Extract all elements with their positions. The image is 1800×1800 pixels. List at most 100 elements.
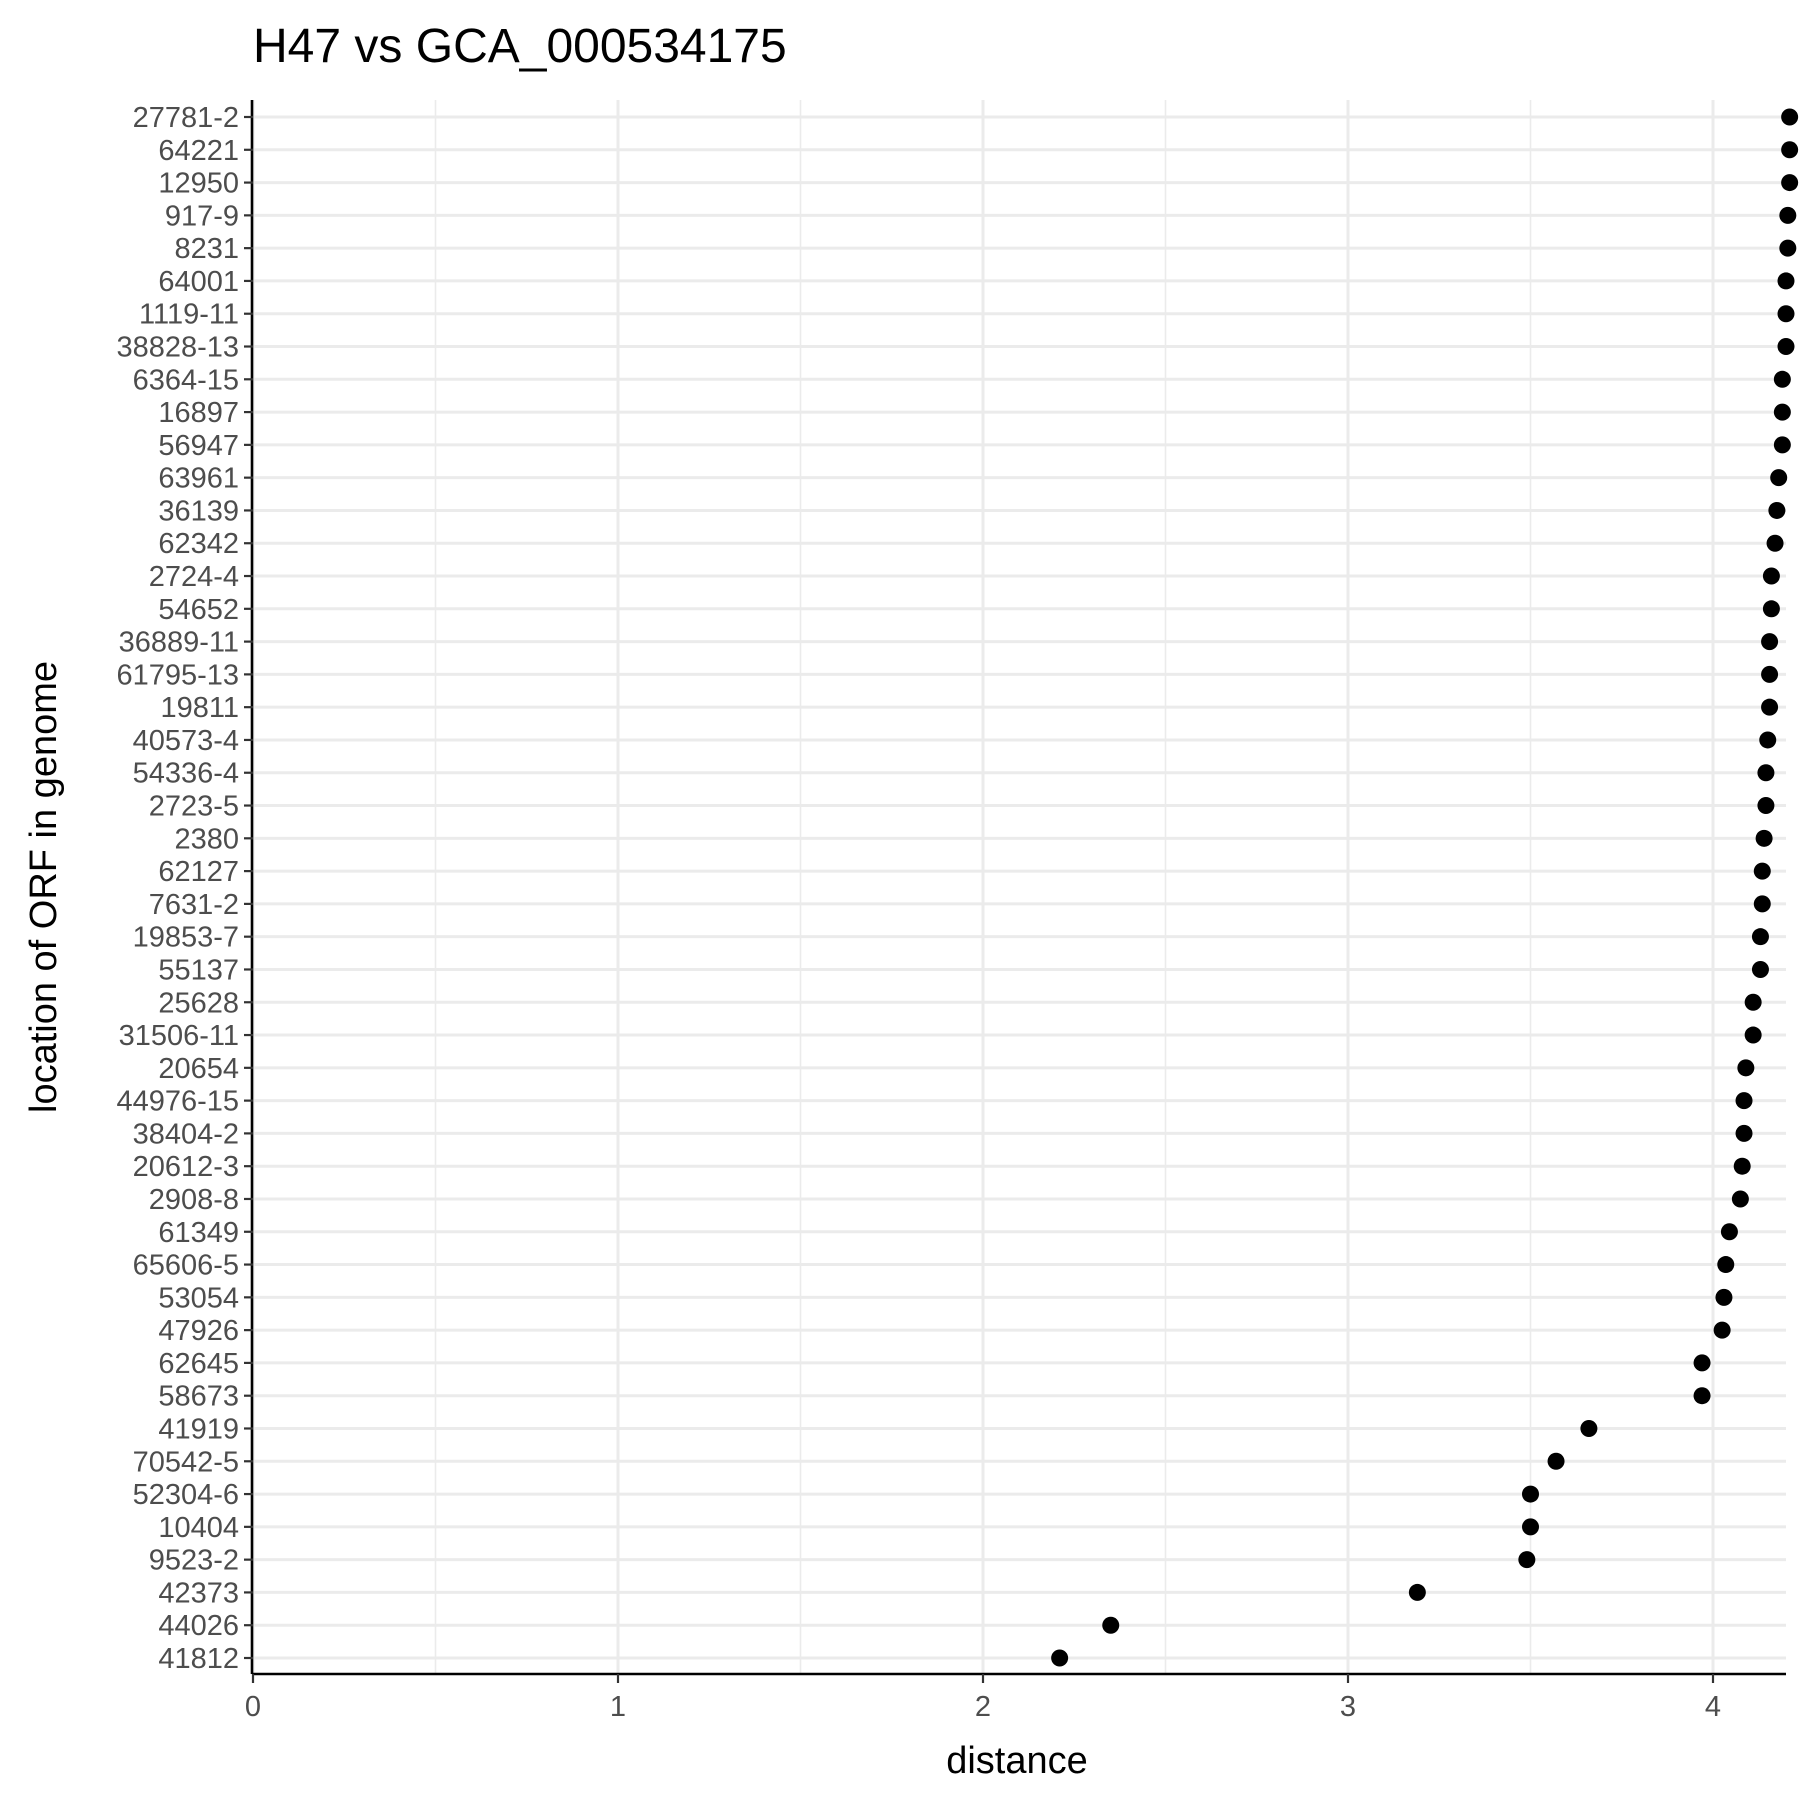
data-point: [1731, 1190, 1749, 1208]
y-tick-label: 52304-6: [133, 1479, 239, 1511]
y-tick-label: 41919: [158, 1413, 239, 1445]
y-tick-label: 38828-13: [116, 332, 239, 364]
y-tick-label: 53054: [158, 1282, 239, 1314]
y-tick-label: 64221: [158, 135, 239, 167]
y-tick-label: 61349: [158, 1217, 239, 1249]
data-point: [1744, 993, 1762, 1011]
y-tick-label: 27781-2: [133, 102, 239, 134]
y-tick-label: 20612-3: [133, 1151, 239, 1183]
y-tick-label: 7631-2: [149, 889, 239, 921]
data-point: [1762, 600, 1780, 618]
x-tick-layer: 0 1 2 3 4: [245, 1674, 1721, 1723]
x-tick-label: 2: [975, 1691, 991, 1723]
y-axis-title: location of ORF in genome: [23, 661, 65, 1113]
data-point: [1757, 797, 1775, 815]
data-point: [1779, 239, 1797, 257]
data-point: [1713, 1321, 1731, 1339]
y-tick-label: 19853-7: [133, 922, 239, 954]
y-tick-label: 63961: [158, 463, 239, 495]
y-tick-label: 36139: [158, 495, 239, 527]
y-tick-label: 44976-15: [116, 1086, 239, 1118]
y-tick-label: 54336-4: [133, 758, 239, 790]
x-axis-title: distance: [946, 1740, 1088, 1782]
data-point: [1773, 403, 1791, 421]
data-point: [1757, 764, 1775, 782]
y-tick-label: 36889-11: [119, 627, 239, 659]
points-layer: [1051, 108, 1799, 1667]
data-point: [1522, 1518, 1539, 1536]
data-point: [1580, 1419, 1598, 1437]
data-point: [1735, 1092, 1753, 1110]
y-tick-label: 10404: [158, 1512, 239, 1544]
data-point: [1779, 206, 1797, 224]
y-tick-label: 62645: [158, 1348, 239, 1380]
data-point: [1773, 436, 1791, 454]
data-point: [1762, 567, 1780, 585]
data-point: [1051, 1649, 1069, 1667]
y-tick-label: 19811: [161, 692, 240, 724]
data-point: [1761, 665, 1779, 683]
x-tick-label: 1: [610, 1691, 626, 1723]
x-tick-label: 4: [1705, 1691, 1721, 1723]
data-point: [1102, 1616, 1120, 1634]
data-point: [1751, 960, 1769, 978]
y-tick-label: 42373: [158, 1577, 239, 1609]
y-tick-layer: 27781-26422112950917-98231640011119-1138…: [116, 102, 253, 1675]
y-tick-label: 25628: [158, 987, 239, 1019]
y-tick-label: 65606-5: [133, 1250, 239, 1282]
data-point: [1777, 272, 1795, 290]
y-tick-label: 31506-11: [119, 1020, 239, 1052]
x-tick-label: 3: [1340, 1691, 1356, 1723]
y-tick-label: 16897: [158, 397, 239, 429]
y-tick-label: 12950: [158, 168, 239, 200]
y-tick-label: 44026: [158, 1610, 239, 1642]
data-point: [1751, 928, 1769, 946]
data-point: [1717, 1256, 1735, 1274]
data-point: [1761, 698, 1779, 716]
data-point: [1773, 370, 1791, 388]
y-tick-label: 41812: [158, 1643, 239, 1675]
y-tick-label: 47926: [158, 1315, 239, 1347]
data-point: [1781, 141, 1799, 159]
data-point: [1753, 862, 1771, 880]
y-tick-label: 55137: [158, 954, 239, 986]
data-point: [1761, 633, 1779, 651]
data-point: [1781, 108, 1799, 126]
data-point: [1770, 469, 1788, 487]
data-point: [1693, 1354, 1711, 1372]
data-point: [1408, 1583, 1426, 1601]
y-tick-label: 62127: [158, 856, 239, 888]
y-tick-label: 1119-11: [139, 299, 239, 331]
data-point: [1735, 1124, 1753, 1142]
chart-title: H47 vs GCA_000534175: [253, 20, 787, 73]
y-tick-label: 2723-5: [149, 791, 239, 823]
data-point: [1753, 895, 1771, 913]
y-tick-label: 40573-4: [133, 725, 239, 757]
y-tick-label: 54652: [158, 594, 239, 626]
data-point: [1781, 174, 1799, 192]
data-point: [1777, 305, 1795, 323]
y-tick-label: 58673: [158, 1381, 239, 1413]
data-point: [1518, 1551, 1536, 1569]
data-point: [1768, 501, 1786, 519]
data-point: [1720, 1223, 1738, 1241]
x-tick-label: 0: [245, 1691, 261, 1723]
y-tick-label: 917-9: [165, 200, 239, 232]
data-point: [1733, 1157, 1751, 1175]
y-tick-label: 9523-2: [149, 1545, 239, 1577]
y-tick-label: 6364-15: [133, 364, 239, 396]
y-tick-label: 20654: [158, 1053, 239, 1085]
data-point: [1755, 829, 1773, 847]
data-point: [1547, 1452, 1565, 1470]
y-tick-label: 62342: [158, 528, 239, 560]
data-point: [1522, 1485, 1539, 1503]
y-tick-label: 70542-5: [133, 1446, 239, 1478]
axes-layer: [250, 100, 1786, 1676]
data-point: [1766, 534, 1784, 552]
y-tick-label: 38404-2: [133, 1118, 239, 1150]
y-tick-label: 2724-4: [149, 561, 239, 593]
grid-layer: [251, 100, 1786, 1674]
y-tick-label: 2380: [174, 823, 239, 855]
data-point: [1744, 1026, 1762, 1044]
